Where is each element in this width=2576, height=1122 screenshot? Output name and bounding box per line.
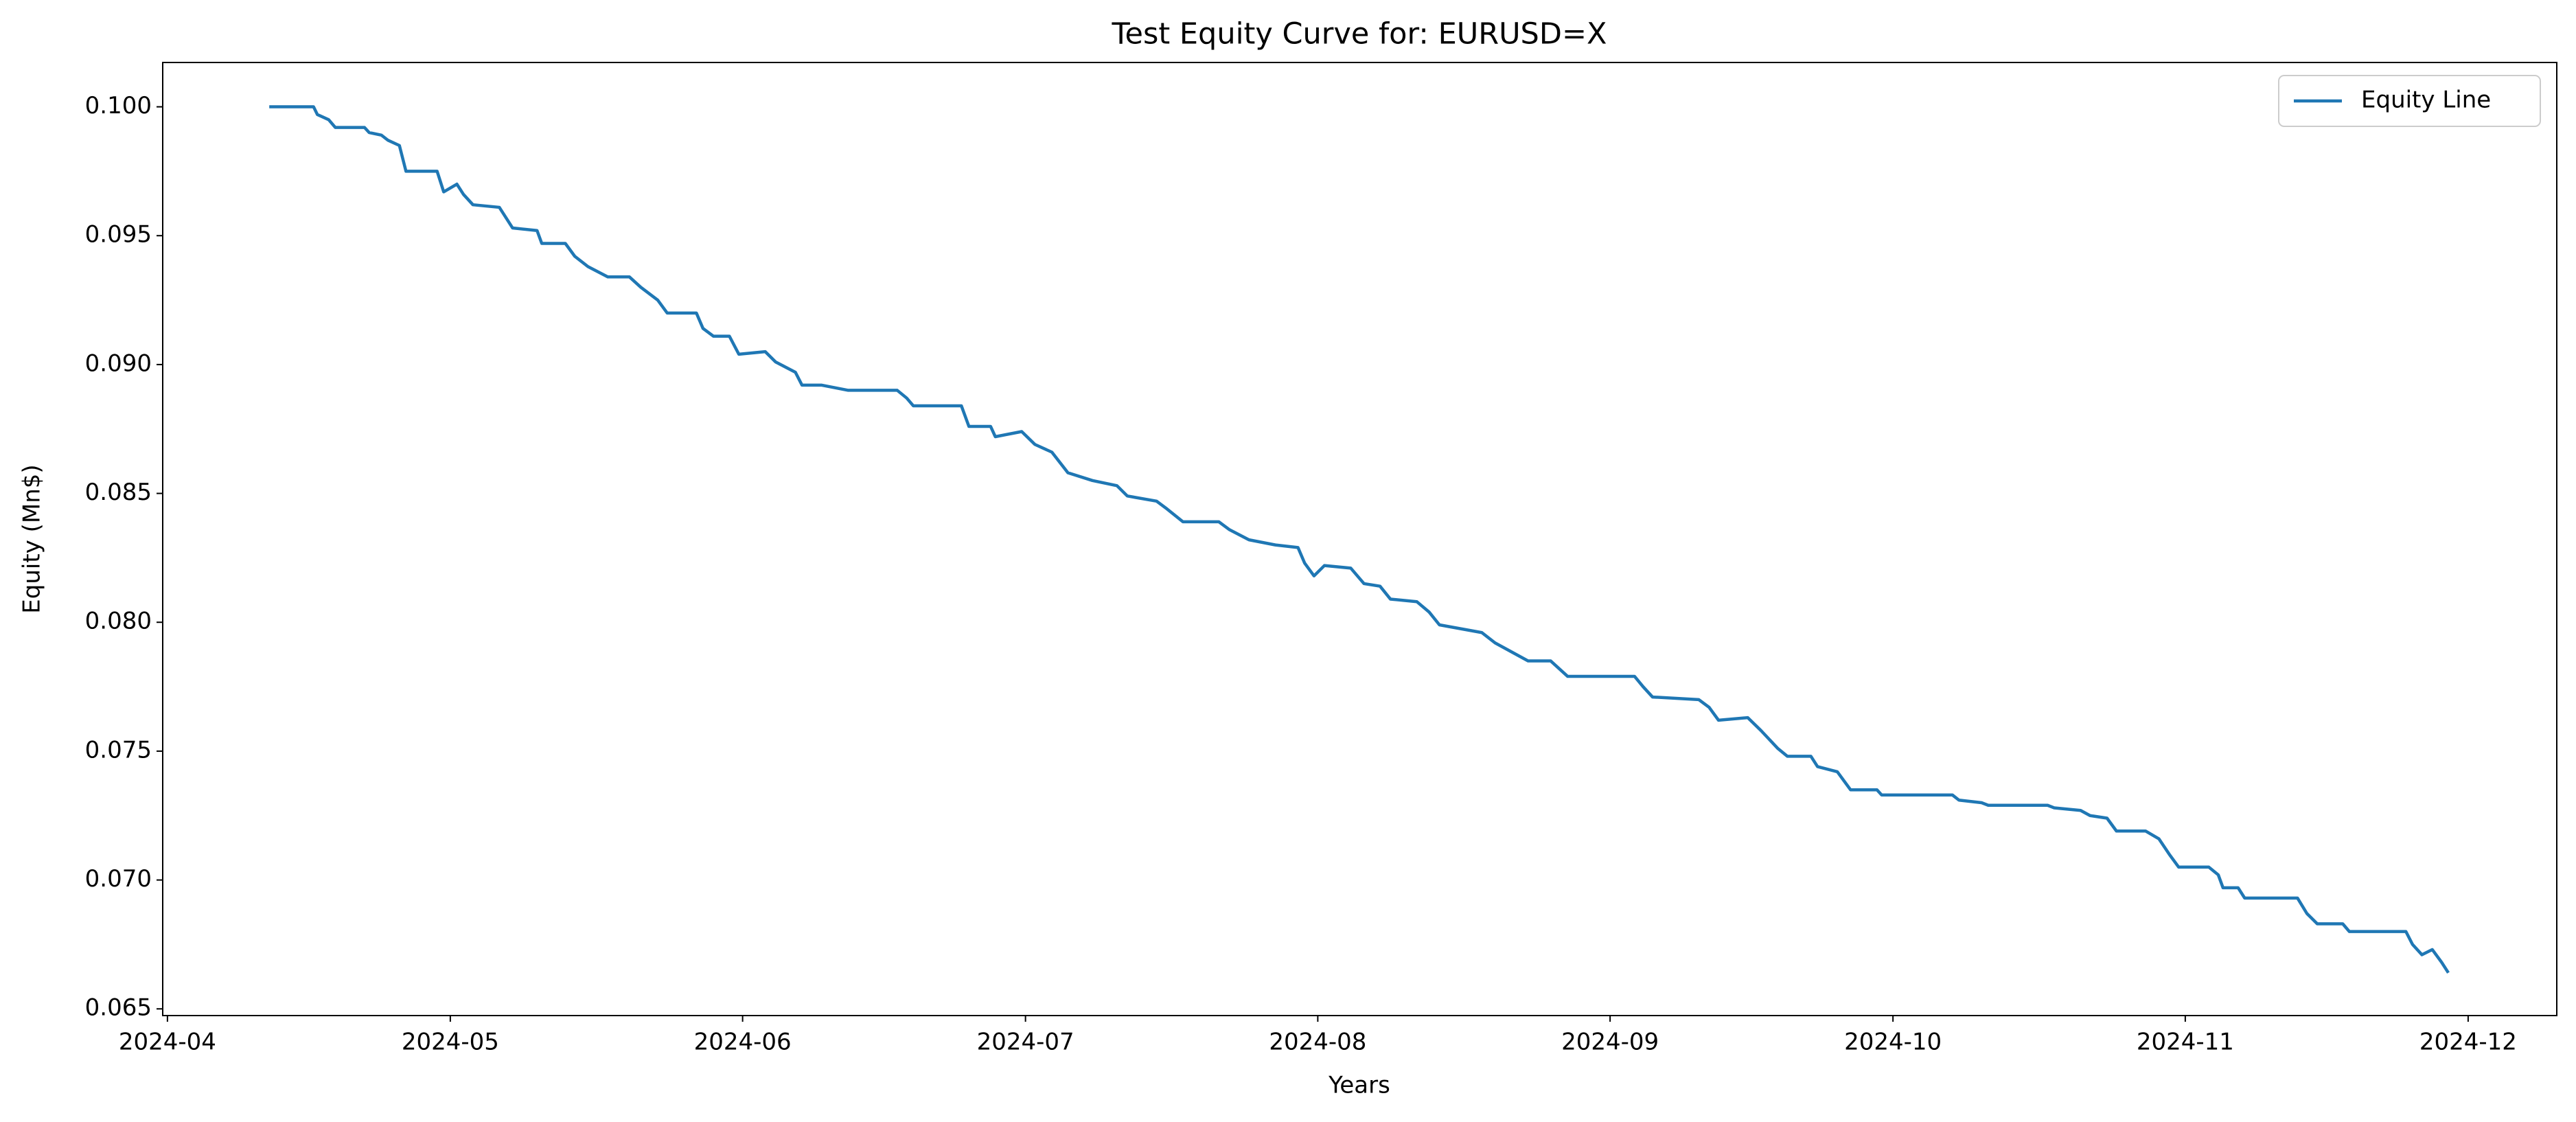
x-tick-label: 2024-12 — [2419, 1029, 2517, 1056]
y-tick-label: 0.075 — [85, 736, 152, 764]
x-tick-label: 2024-05 — [402, 1029, 499, 1056]
x-tick-label: 2024-07 — [977, 1029, 1074, 1056]
x-axis-label: Years — [1328, 1072, 1390, 1099]
y-tick-label: 0.080 — [85, 608, 152, 635]
y-tick-label: 0.065 — [85, 994, 152, 1022]
x-tick-label: 2024-09 — [1561, 1029, 1659, 1056]
y-tick-label: 0.070 — [85, 865, 152, 893]
x-tick-label: 2024-11 — [2137, 1029, 2234, 1056]
y-tick-label: 0.100 — [85, 92, 152, 119]
y-axis-label: Equity (Mn$) — [19, 464, 46, 613]
y-tick-label: 0.095 — [85, 221, 152, 249]
y-tick-label: 0.090 — [85, 350, 152, 377]
y-tick-label: 0.085 — [85, 479, 152, 506]
legend-box — [2278, 75, 2541, 127]
x-tick-label: 2024-10 — [1844, 1029, 1942, 1056]
equity-line — [269, 105, 2450, 974]
x-tick-label: 2024-06 — [694, 1029, 792, 1056]
x-tick-label: 2024-08 — [1269, 1029, 1366, 1056]
axes-frame — [162, 62, 2557, 1016]
legend-label: Equity Line — [2361, 87, 2491, 114]
chart-title: Test Equity Curve for: EURUSD=X — [1112, 17, 1607, 51]
x-tick-label: 2024-04 — [119, 1029, 216, 1056]
